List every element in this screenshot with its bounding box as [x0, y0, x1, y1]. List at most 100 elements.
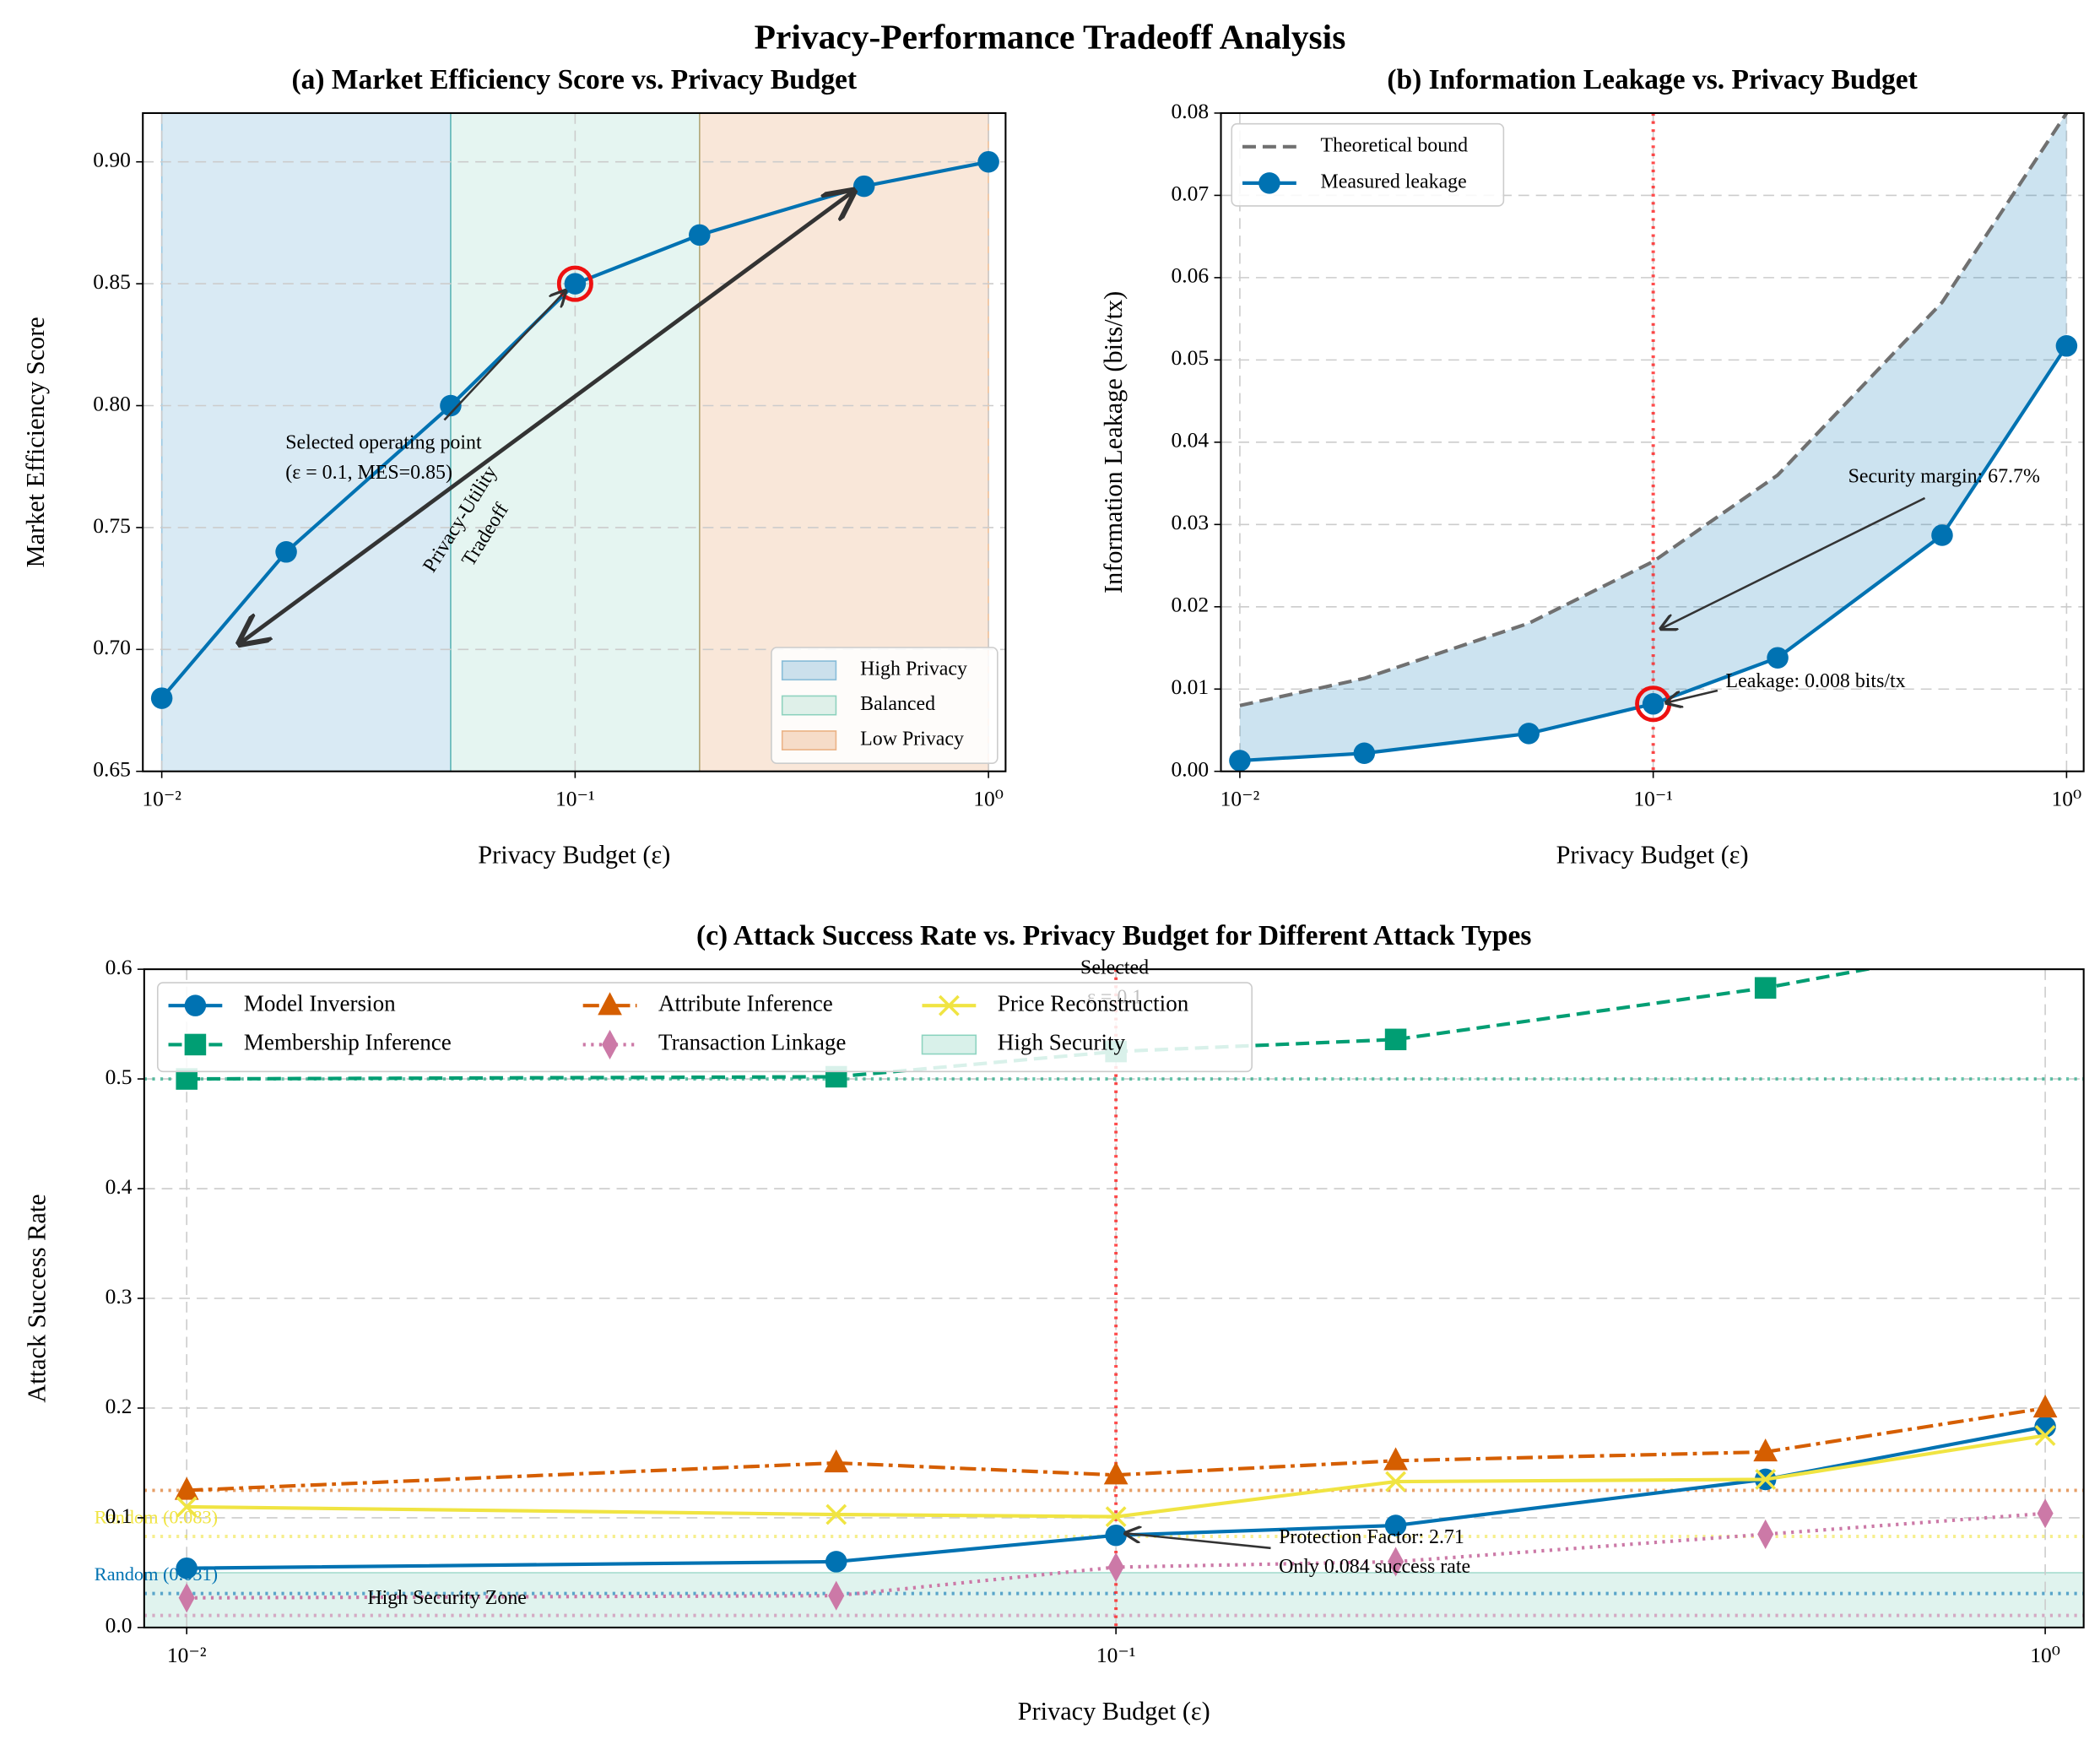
y-tick-label: 0.5: [106, 1065, 133, 1089]
data-point: [1642, 693, 1664, 715]
legend-swatch: [781, 695, 837, 716]
data-point: [1753, 1438, 1778, 1462]
legend-label: High Privacy: [860, 658, 967, 680]
chart-title: (c) Attack Success Rate vs. Privacy Budg…: [696, 920, 1531, 951]
y-tick-label: 0.05: [1172, 345, 1210, 370]
data-point: [1103, 1461, 1128, 1485]
legend-swatch: [781, 660, 837, 681]
y-tick-label: 0.1: [106, 1503, 133, 1528]
data-point: [1383, 1447, 1408, 1471]
y-tick-label: 0.03: [1172, 510, 1210, 534]
y-tick-label: 0.90: [93, 148, 131, 172]
y-tick-label: 0.06: [1172, 263, 1210, 288]
y-tick-label: 0.07: [1172, 181, 1210, 205]
annotation-arrow: [240, 191, 853, 643]
x-tick-label: 10⁰: [973, 787, 1004, 811]
data-point: [852, 175, 875, 198]
legend-label: Transaction Linkage: [658, 1030, 846, 1055]
data-point: [174, 1476, 199, 1500]
legend-box: [771, 647, 999, 764]
data-point: [1518, 723, 1540, 745]
x-tick-label: 10⁻¹: [1633, 787, 1673, 811]
axes-frame: [142, 111, 1007, 772]
x-tick-label: 10⁻²: [1220, 787, 1260, 811]
series-line: [187, 969, 1876, 1081]
y-tick-label: 0.01: [1172, 675, 1210, 699]
y-axis-label: Market Efficiency Score: [21, 317, 50, 567]
y-tick-label: 0.00: [1172, 757, 1210, 782]
data-point: [176, 1496, 198, 1518]
annotation-text: (ε = 0.1, MES=0.85): [285, 462, 452, 484]
legend-swatch: [781, 730, 837, 750]
data-point: [1931, 524, 1953, 546]
series-line: [187, 1406, 2046, 1493]
plot-area: [1220, 112, 2084, 772]
series-line: [187, 1433, 2046, 1519]
y-tick-label: 0.2: [106, 1394, 133, 1418]
legend-marker: [1258, 172, 1280, 194]
x-axis-label: Privacy Budget (ε): [478, 841, 670, 870]
data-point: [176, 1557, 198, 1579]
data-point: [2037, 1498, 2054, 1529]
figure-title: Privacy-Performance Tradeoff Analysis: [755, 17, 1346, 56]
x-tick-label: 10⁻²: [142, 787, 181, 811]
legend-marker: [184, 994, 207, 1016]
chart-title: (b) Information Leakage vs. Privacy Budg…: [1387, 64, 1917, 95]
data-point: [2032, 1395, 2058, 1418]
y-tick-label: 0.08: [1172, 99, 1210, 123]
chart-title: (a) Market Efficiency Score vs. Privacy …: [292, 64, 858, 95]
band: [143, 1572, 2084, 1628]
y-tick-label: 0.80: [93, 391, 131, 415]
region: [450, 112, 701, 772]
data-point: [825, 1551, 847, 1573]
annotation-text: Selected: [1080, 957, 1149, 979]
data-point: [564, 273, 587, 295]
x-axis-label: Privacy Budget (ε): [1018, 1697, 1210, 1726]
y-tick-label: 0.70: [93, 635, 131, 659]
y-tick-label: 0.4: [106, 1174, 133, 1199]
x-tick-label: 10⁻²: [167, 1643, 207, 1667]
reference-label: Random (0.031): [95, 1563, 218, 1585]
data-point: [2034, 1425, 2056, 1446]
x-tick-label: 10⁰: [2030, 1643, 2060, 1667]
data-point: [150, 687, 173, 709]
data-point: [1229, 750, 1251, 772]
band-label: High Security Zone: [367, 1587, 527, 1609]
annotation-text: Security margin: 67.7%: [1848, 466, 2040, 488]
data-point: [1384, 1028, 1407, 1051]
annotation-text: Selected operating point: [285, 432, 482, 454]
axes-frame: [143, 968, 2085, 1628]
legend-box: [1231, 122, 1505, 207]
annotation-text: Protection Factor: 2.71: [1279, 1526, 1464, 1548]
data-point: [2055, 335, 2078, 357]
annotation-arrow: [1125, 1533, 1271, 1550]
x-axis-label: Privacy Budget (ε): [1556, 841, 1749, 870]
legend-marker: [184, 1033, 207, 1056]
legend-label: Price Reconstruction: [998, 990, 1189, 1016]
legend-label: Balanced: [860, 693, 935, 715]
data-point: [1105, 1524, 1127, 1547]
legend-label: Measured leakage: [1321, 171, 1467, 192]
legend-label: Low Privacy: [860, 729, 964, 750]
y-tick-label: 0.02: [1172, 593, 1210, 617]
x-tick-label: 10⁰: [2052, 787, 2082, 811]
data-point: [689, 224, 711, 247]
data-point: [1105, 1506, 1127, 1528]
data-point: [2034, 925, 2056, 947]
data-point: [1754, 977, 1777, 999]
data-point: [1387, 1547, 1405, 1577]
y-axis-label: Information Leakage (bits/tx): [1099, 291, 1128, 593]
data-point: [828, 1580, 845, 1611]
legend-label: Membership Inference: [244, 1030, 452, 1055]
data-point: [1385, 1471, 1406, 1493]
reference-label: Random (0.083): [95, 1506, 218, 1527]
annotation-arrow: [1661, 496, 1926, 629]
data-point: [825, 1503, 847, 1525]
y-tick-label: 0.0: [106, 1613, 133, 1638]
data-point: [1755, 1469, 1777, 1490]
data-point: [1767, 647, 1789, 669]
y-tick-label: 0.65: [93, 757, 131, 782]
data-point: [824, 1449, 849, 1473]
